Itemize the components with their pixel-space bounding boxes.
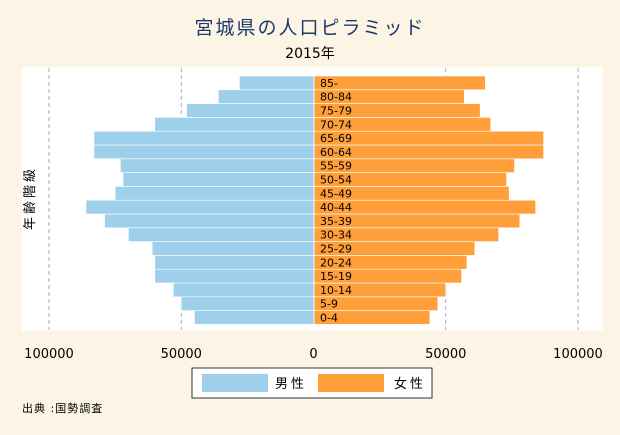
age-label-70-74: 70-74	[320, 118, 352, 131]
age-label-40-44: 40-44	[320, 201, 352, 214]
age-label-30-34: 30-34	[320, 229, 352, 242]
x-tick-label: 100000	[553, 347, 603, 362]
age-label-15-19: 15-19	[320, 270, 352, 283]
age-labels: 0-45-910-1415-1920-2425-2930-3435-3940-4…	[320, 77, 352, 325]
male-bar-75-79	[186, 103, 315, 118]
age-label-65-69: 65-69	[320, 132, 352, 145]
male-bar-0-4	[194, 310, 315, 325]
age-label-35-39: 35-39	[320, 215, 352, 228]
age-label-50-54: 50-54	[320, 174, 352, 187]
male-bar-30-34	[128, 227, 315, 242]
x-tick-label: 100000	[24, 347, 74, 362]
male-bar-25-29	[151, 241, 315, 256]
age-label-20-24: 20-24	[320, 256, 352, 269]
source-note: 出典 :国勢調査	[22, 401, 103, 415]
male-bar-85-	[239, 75, 315, 91]
age-label-25-29: 25-29	[320, 243, 352, 256]
age-label-5-9: 5-9	[320, 298, 338, 311]
male-bar-65-69	[93, 130, 315, 146]
x-tick-label: 0	[309, 347, 317, 362]
x-axis-ticks: 100000 50000 0 50000 100000	[24, 347, 603, 362]
age-label-0-4: 0-4	[320, 312, 338, 325]
male-bar-60-64	[93, 144, 315, 160]
male-bar-15-19	[154, 268, 315, 284]
male-bar-35-39	[104, 213, 315, 229]
chart-title: 宮城県の人口ピラミッド	[194, 17, 425, 39]
x-tick-label: 50000	[161, 347, 202, 362]
male-bar-50-54	[122, 172, 315, 187]
age-label-80-84: 80-84	[320, 91, 352, 104]
age-label-85-: 85-	[320, 77, 338, 90]
legend: 男性 女性	[191, 367, 433, 399]
age-label-55-59: 55-59	[320, 160, 352, 173]
legend-label-male: 男性	[275, 377, 307, 392]
age-label-45-49: 45-49	[320, 187, 352, 200]
bars	[85, 75, 544, 325]
x-tick-label: 50000	[425, 347, 466, 362]
male-bar-55-59	[120, 158, 315, 173]
male-bar-45-49	[114, 186, 315, 201]
legend-label-female: 女性	[394, 376, 426, 392]
age-label-60-64: 60-64	[320, 146, 352, 159]
male-bar-20-24	[154, 255, 315, 270]
male-bar-80-84	[217, 89, 315, 104]
female-bar-85-	[313, 75, 486, 91]
age-label-75-79: 75-79	[320, 105, 352, 118]
male-bar-5-9	[180, 296, 315, 311]
age-label-10-14: 10-14	[320, 284, 352, 297]
y-axis-label: 年齢階級	[23, 166, 38, 230]
legend-swatch-female	[318, 374, 384, 392]
male-bar-10-14	[173, 282, 315, 298]
male-bar-40-44	[85, 199, 315, 215]
male-bar-70-74	[154, 117, 315, 132]
legend-swatch-male	[202, 374, 268, 392]
chart-subtitle: 2015年	[285, 46, 335, 62]
